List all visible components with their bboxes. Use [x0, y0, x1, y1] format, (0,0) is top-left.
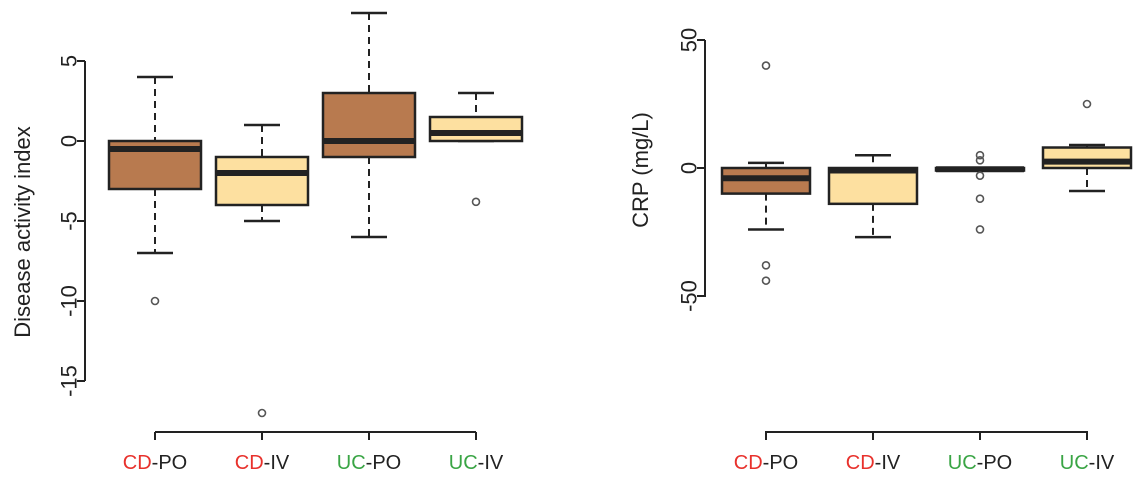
category-suffix: -PO [977, 452, 1013, 474]
disease-activity-panel: Disease activity index 50-5-10-15 CD-PO C… [10, 11, 524, 474]
category-suffix: -IV [875, 452, 901, 474]
y-tick-label: 0 [57, 135, 82, 147]
outlier-point [761, 276, 771, 285]
y-tick-label: -15 [57, 365, 82, 397]
x-tick-label: CD-PO [123, 452, 187, 474]
outlier-point [975, 194, 985, 204]
box-uc-po [321, 11, 417, 239]
x-tick-label: UC-IV [1060, 452, 1115, 474]
category-prefix: CD [734, 452, 763, 474]
x-category-labels: CD-PO CD-IV UC-PO UC-IV [123, 432, 504, 474]
y-tick-label: 5 [57, 55, 82, 67]
box-cd-iv [827, 153, 919, 239]
iqr-box [428, 115, 524, 143]
y-axis-label: Disease activity index [10, 126, 35, 338]
box-cd-po [720, 61, 812, 285]
outlier-point [471, 197, 481, 207]
category-suffix: -PO [152, 452, 188, 474]
y-tick-label: 0 [677, 162, 702, 174]
iqr-box [1041, 146, 1133, 170]
box-uc-iv [1041, 99, 1133, 193]
box-cd-iv [214, 123, 310, 418]
category-suffix: -PO [366, 452, 402, 474]
category-prefix: UC [1060, 452, 1089, 474]
y-ticks: 5 0 -5 -10 -15 [57, 55, 85, 397]
x-tick-label: UC-PO [337, 452, 401, 474]
x-tick-label: UC-IV [449, 452, 504, 474]
x-tick-label: CD-IV [235, 452, 290, 474]
outlier-point [975, 171, 985, 180]
outlier-point [761, 260, 771, 270]
boxes [107, 11, 524, 418]
outlier-point [1082, 99, 1092, 109]
iqr-box [827, 166, 919, 206]
iqr-box [214, 155, 310, 207]
y-ticks: 50 0 -50 [677, 28, 705, 312]
outlier-point [975, 156, 985, 165]
category-prefix: UC [449, 452, 478, 474]
box-uc-iv [428, 91, 524, 207]
y-tick-label: -5 [57, 211, 82, 231]
y-tick-label: 50 [677, 28, 702, 52]
y-tick-label: -10 [57, 285, 82, 317]
category-suffix: -IV [264, 452, 290, 474]
outlier-point [975, 150, 985, 160]
iqr-box [321, 91, 417, 159]
x-category-labels: CD-PO CD-IV UC-PO UC-IV [734, 432, 1115, 474]
category-prefix: CD [846, 452, 875, 474]
category-suffix: -PO [763, 452, 799, 474]
outlier-point [257, 408, 267, 418]
category-suffix: -IV [1089, 452, 1115, 474]
category-prefix: CD [123, 452, 152, 474]
x-tick-label: UC-PO [948, 452, 1012, 474]
category-prefix: UC [337, 452, 366, 474]
box-cd-po [107, 75, 203, 306]
category-suffix: -IV [478, 452, 504, 474]
box-uc-po [934, 150, 1026, 234]
outlier-point [975, 225, 985, 234]
category-prefix: CD [235, 452, 264, 474]
boxes [720, 61, 1133, 285]
y-axis-label: CRP (mg/L) [628, 112, 653, 228]
outlier-point [761, 61, 771, 70]
x-tick-label: CD-PO [734, 452, 798, 474]
crp-panel: CRP (mg/L) 500-50 CD-PO CD-IV UC-PO UC-IV [628, 28, 1133, 474]
category-prefix: UC [948, 452, 977, 474]
y-tick-label: -50 [677, 280, 702, 312]
outlier-point [150, 296, 160, 306]
x-tick-label: CD-IV [846, 452, 901, 474]
